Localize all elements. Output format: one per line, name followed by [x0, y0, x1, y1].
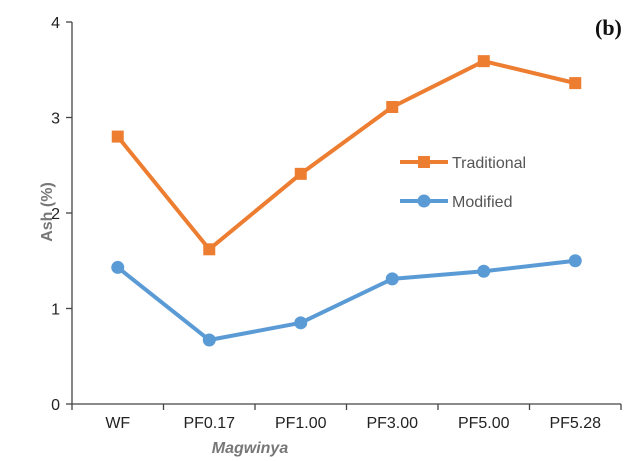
modified-data-point — [385, 272, 399, 286]
panel-label: (b) — [595, 15, 622, 40]
y-axis-title: Ash (%) — [39, 182, 56, 242]
modified-legend-label: Modified — [452, 194, 512, 211]
y-tick-label: 1 — [51, 302, 60, 319]
x-tick-label: PF1.00 — [275, 415, 327, 432]
modified-data-point — [477, 264, 491, 278]
traditional-data-point — [203, 243, 216, 256]
y-tick-label: 2 — [51, 206, 60, 223]
traditional-data-point — [569, 77, 582, 90]
modified-data-point — [111, 260, 125, 274]
x-tick-label: PF3.00 — [366, 415, 418, 432]
x-axis: WF PF0.17 PF1.00 PF3.00 PF5.00 PF5.28 — [71, 403, 622, 432]
x-tick-label: PF5.28 — [549, 415, 601, 432]
x-tick-label: PF5.00 — [458, 415, 510, 432]
traditional-data-point — [386, 100, 399, 113]
x-tick-label: PF0.17 — [183, 415, 235, 432]
x-axis-title: Magwinya — [212, 440, 289, 457]
traditional-data-point — [477, 55, 490, 68]
y-tick-label: 4 — [51, 15, 60, 32]
traditional-legend-label: Traditional — [452, 155, 526, 172]
traditional-series-line — [116, 59, 576, 252]
modified-data-point — [294, 316, 308, 330]
x-tick-label: WF — [105, 415, 130, 432]
y-tick-label: 0 — [51, 397, 60, 414]
traditional-data-point — [294, 167, 307, 180]
modified-legend-marker — [417, 194, 431, 208]
modified-series-line — [116, 258, 576, 343]
series-layer — [111, 55, 582, 347]
y-tick-label: 3 — [51, 111, 60, 128]
traditional-data-point — [111, 130, 124, 143]
y-axis: 0 1 2 3 4 — [51, 15, 73, 414]
modified-data-point — [202, 333, 216, 347]
traditional-legend-marker — [418, 156, 430, 168]
legend: Traditional Modified — [400, 155, 526, 211]
modified-data-point — [568, 254, 582, 268]
